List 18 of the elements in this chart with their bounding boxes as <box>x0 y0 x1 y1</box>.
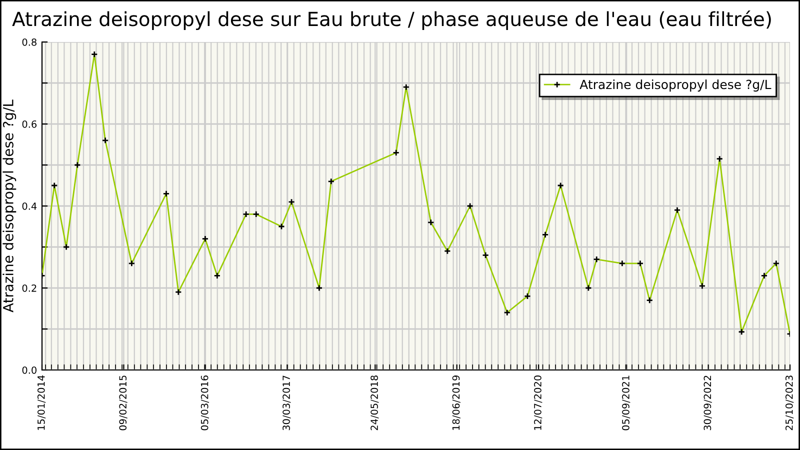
legend-label: Atrazine deisopropyl dese ?g/L <box>580 79 772 92</box>
y-tick-label: 0.4 <box>22 202 37 210</box>
x-tick-label: 30/09/2022 <box>704 376 712 430</box>
x-tick-label: 05/03/2016 <box>200 375 210 430</box>
y-axis-title: Atrazine deisopropyl dese ?g/L <box>2 100 16 312</box>
y-tick-label: 0.6 <box>22 120 37 128</box>
y-tick-label: 0.8 <box>22 38 36 46</box>
x-tick-label: 18/06/2019 <box>452 376 460 430</box>
y-tick-label: 0.0 <box>22 366 36 374</box>
y-tick-label: 0.2 <box>22 284 36 292</box>
x-tick-label: 24/05/2018 <box>370 376 379 430</box>
x-tick-label: 15/01/2014 <box>37 375 46 430</box>
x-tick-label: 30/03/2017 <box>282 376 291 430</box>
x-tick-label: 05/09/2021 <box>622 376 630 430</box>
x-tick-label: 25/10/2023 <box>785 376 794 430</box>
chart-title: Atrazine deisopropyl dese sur Eau brute / phase aqueuse de l'eau (eau filtrée) <box>12 10 771 30</box>
x-tick-label: 09/02/2015 <box>119 376 128 430</box>
x-tick-label: 12/07/2020 <box>534 376 542 430</box>
